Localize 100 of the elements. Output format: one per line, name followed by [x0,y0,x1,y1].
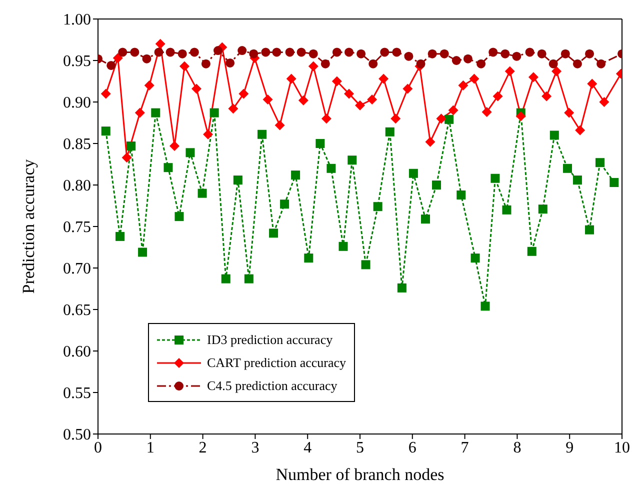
x-tick-label: 2 [198,439,207,456]
y-tick-label: 0.85 [63,136,91,154]
point [258,130,267,139]
point [291,170,300,180]
point [572,176,582,185]
point [444,114,454,124]
point [298,95,308,106]
point [416,59,426,68]
y-tick-label: 0.60 [63,344,91,361]
point [286,74,296,84]
point [244,274,254,284]
point [344,48,354,57]
y-tick-label: 0.50 [63,426,91,444]
point [525,48,534,57]
y-tick-label: 0.90 [63,94,91,112]
point [151,108,160,118]
point [572,59,582,68]
point [390,114,401,124]
point [226,58,235,68]
x-tick-label: 8 [513,439,522,456]
x-tick-label: 6 [408,439,416,456]
point [488,48,498,57]
point [563,164,572,173]
point [575,125,586,136]
point [425,136,436,147]
x-axis-title: Number of branch nodes [276,465,444,484]
y-tick-label: 0.70 [63,260,91,278]
point [122,152,132,163]
x-tick-label: 0 [94,439,102,456]
y-tick-label: 1.00 [63,12,91,29]
point [402,84,413,94]
point [112,53,123,64]
x-tick-label: 4 [304,439,312,456]
point [550,130,559,140]
point [564,108,574,118]
point [397,283,406,292]
y-tick-label: 0.80 [63,178,91,195]
point [213,46,222,56]
y-tick-label: 0.55 [63,385,91,402]
point [174,212,184,222]
point [106,60,116,70]
point [274,120,285,130]
point [178,49,187,58]
point [490,174,500,183]
point [560,49,570,58]
x-tick-label: 9 [566,439,574,456]
y-tick-label: 0.95 [63,53,91,70]
point [392,48,402,57]
point [452,56,461,65]
point [126,141,136,150]
point [269,228,278,238]
point [436,114,446,124]
point [326,164,336,173]
point [179,61,190,72]
point [170,140,180,151]
point [154,48,164,57]
point [308,61,318,72]
point [320,59,330,68]
point [538,204,548,214]
y-axis-title: Prediction accuracy [19,158,38,294]
point [249,49,258,58]
x-tick-label: 3 [251,439,260,456]
point [338,242,348,251]
legend-label: ID3 prediction accuracy [207,332,333,348]
point [332,76,342,86]
point [355,100,365,110]
point [502,205,512,214]
point [228,104,238,114]
point [548,59,558,68]
point [552,66,562,76]
point [155,38,166,49]
point [348,156,357,165]
point [138,248,148,257]
point [116,232,125,241]
point [316,139,325,148]
legend-label: CART prediction accuracy [207,354,346,370]
point [528,72,538,82]
point [440,49,449,58]
point [221,274,230,284]
point [201,59,210,68]
point [585,225,594,234]
point [198,188,207,198]
point [361,260,370,270]
point [470,254,480,263]
point [476,59,486,68]
point [190,48,199,57]
point [492,91,503,102]
point [596,59,606,68]
point [512,52,522,61]
point [296,48,306,57]
point [238,46,247,56]
point [186,148,195,158]
x-tick-label: 10 [614,439,630,456]
point [500,49,510,58]
point [308,49,318,58]
point [537,49,546,58]
point [469,74,480,84]
point [344,88,354,99]
point [332,48,342,57]
point [610,178,619,188]
